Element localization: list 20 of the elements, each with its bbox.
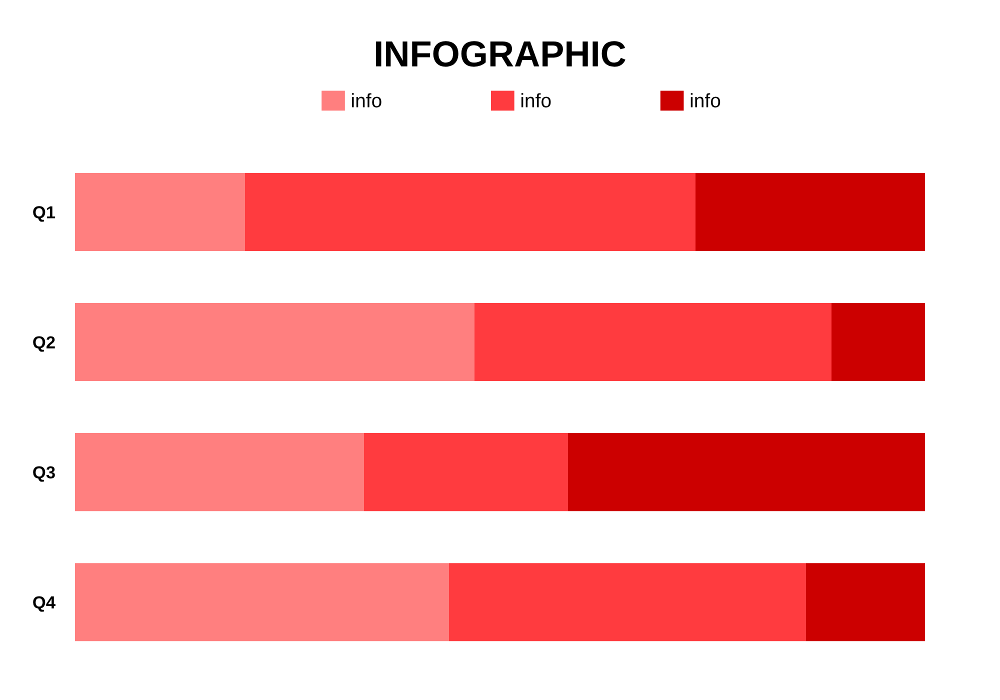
bar	[568, 433, 925, 512]
bar	[474, 303, 832, 382]
legend-label: info	[521, 93, 551, 108]
y-tick-label: Q2	[33, 336, 55, 352]
bar	[75, 303, 474, 382]
bar	[449, 563, 806, 642]
bar	[806, 563, 925, 642]
y-tick-label: Q4	[33, 596, 56, 612]
y-tick-label: Q3	[33, 466, 55, 482]
bar	[364, 433, 568, 512]
bar	[75, 563, 449, 642]
y-tick-label: Q1	[33, 206, 56, 222]
bar	[75, 433, 364, 512]
legend-label: info	[352, 93, 382, 108]
legend-label: info	[690, 93, 720, 108]
bar	[832, 303, 925, 382]
chart-title: INFOGRAPHIC	[376, 41, 626, 67]
bar	[245, 173, 696, 252]
bar	[75, 173, 245, 252]
bar	[696, 173, 925, 252]
